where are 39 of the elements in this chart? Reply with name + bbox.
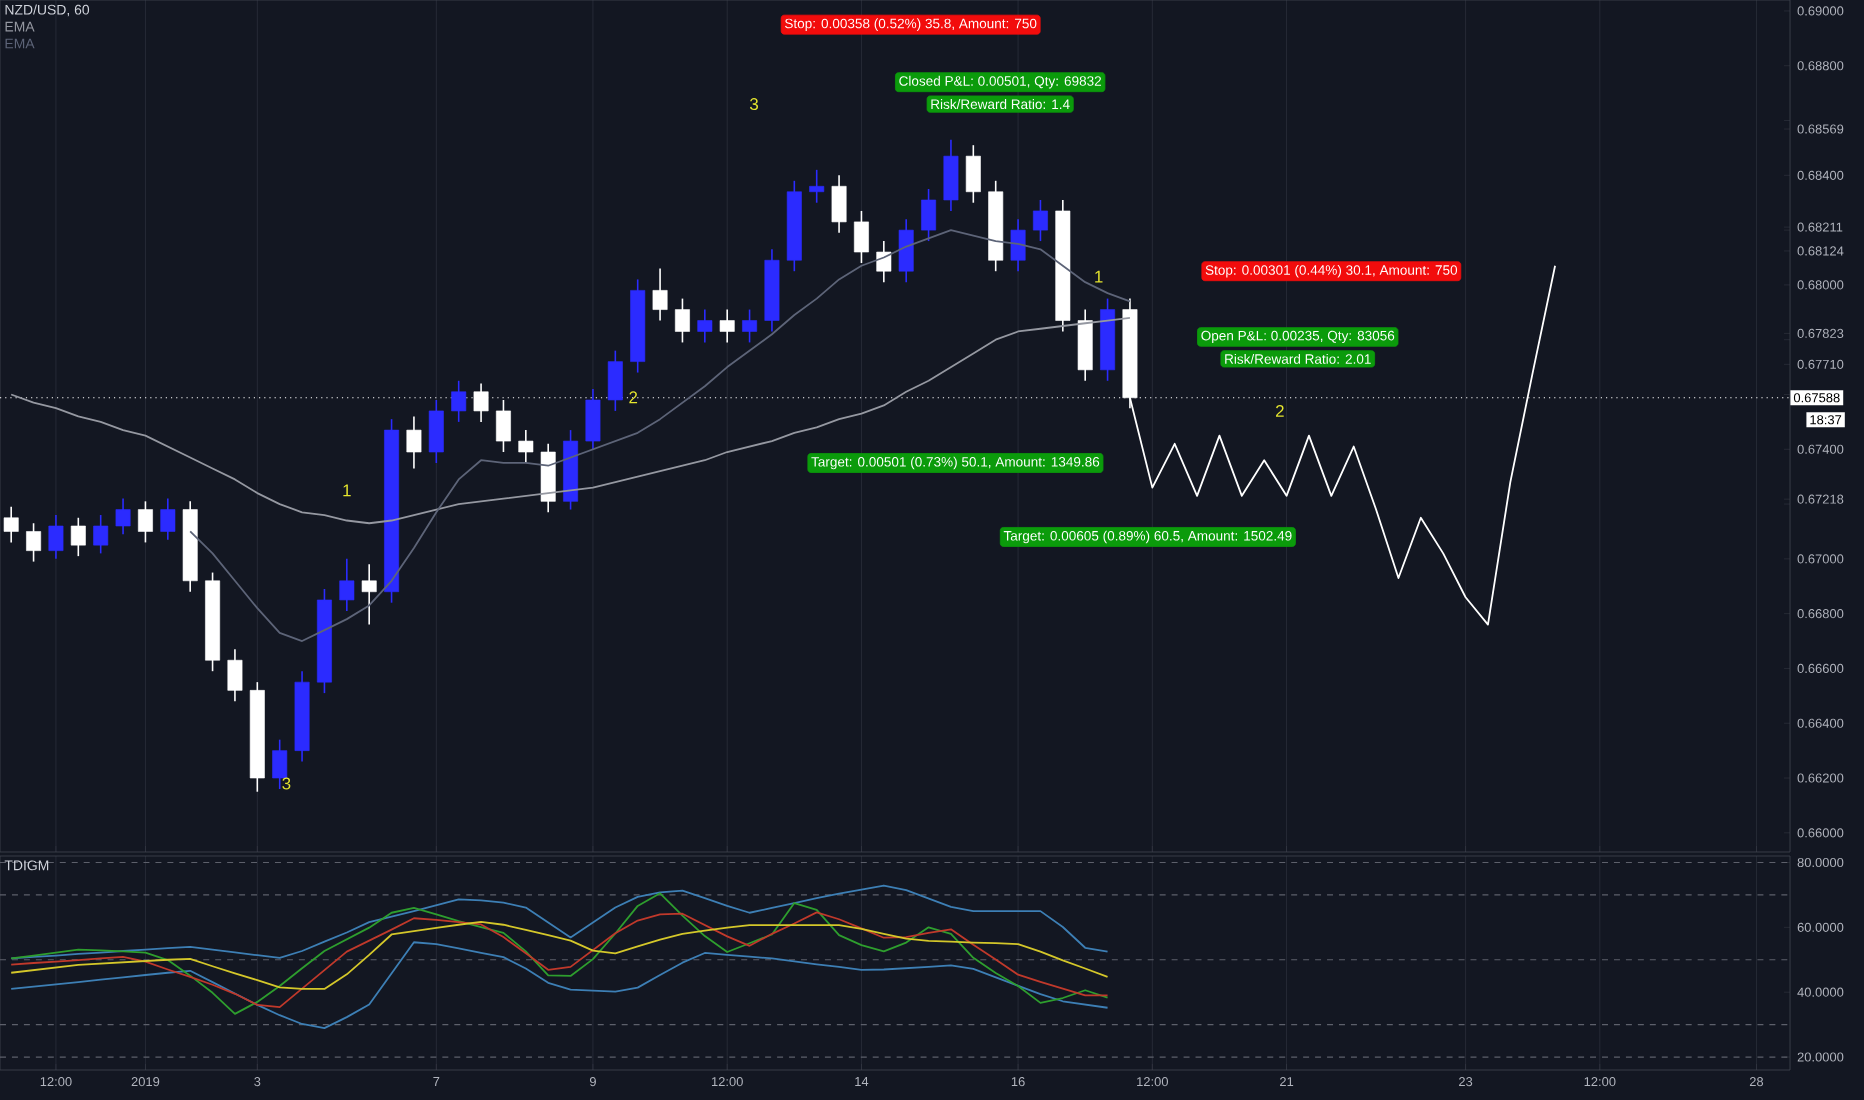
candlestick: [70, 516, 86, 557]
annotation: 1: [1095, 270, 1103, 283]
candlestick: [831, 174, 847, 234]
candlestick: [272, 738, 288, 790]
annotation: 1: [343, 484, 351, 497]
annotation: 3: [749, 98, 759, 111]
candlestick: [361, 563, 377, 626]
candlestick: [809, 169, 825, 204]
candlestick: [898, 218, 914, 283]
candlestick: [876, 240, 892, 283]
candlestick: [115, 497, 131, 535]
candlestick: [943, 138, 959, 212]
candlestick: [585, 388, 601, 451]
candlestick: [652, 267, 668, 322]
candlestick: [1010, 218, 1026, 273]
candlestick: [227, 648, 243, 703]
candlestick: [26, 522, 42, 563]
annotation: 2: [1275, 405, 1284, 417]
candlestick: [965, 144, 981, 204]
candlestick: [451, 379, 467, 423]
candlestick: [921, 188, 937, 242]
candlestick: [742, 308, 758, 344]
candlestick: [3, 506, 19, 544]
candlestick: [160, 497, 176, 541]
candlestick: [48, 514, 64, 560]
candlestick: [853, 210, 869, 264]
candlestick: [93, 514, 109, 555]
candlestick: [719, 308, 735, 344]
candlestick: [607, 349, 623, 412]
candlestick: [674, 297, 690, 344]
annotation: 2: [629, 391, 638, 404]
candlestick: [339, 558, 355, 612]
candlestick: [137, 500, 153, 544]
candlestick: [697, 308, 713, 344]
candlestick: [406, 415, 422, 470]
candlestick: [1032, 199, 1048, 242]
candlestick: [518, 429, 534, 464]
annotation: 3: [282, 777, 291, 790]
candlestick: [428, 399, 444, 464]
